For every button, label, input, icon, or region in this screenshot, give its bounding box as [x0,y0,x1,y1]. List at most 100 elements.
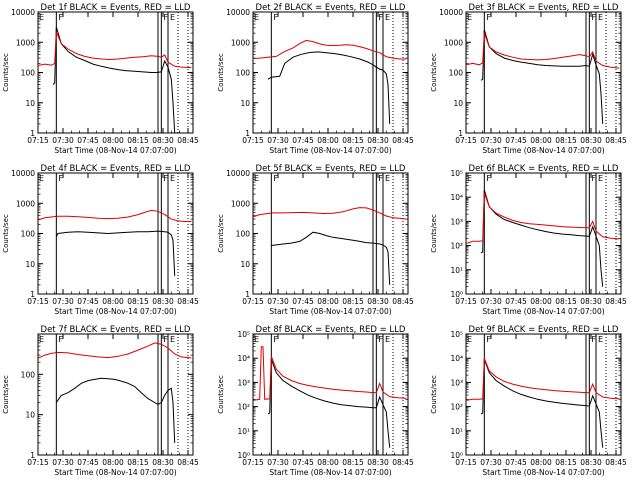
time-marker-label: F [58,174,63,183]
y-tick-label: 10¹ [450,266,463,275]
x-tick-label: 08:45 [605,458,627,467]
panel-title: Det 8f BLACK = Events, RED = LLD [256,325,406,335]
y-tick-label: 1 [30,451,35,460]
time-marker-label: F [163,13,168,22]
x-tick-label: 08:00 [530,458,552,467]
panel-det-5f: Det 5f BLACK = Events, RED = LLD 1 10 100 10… [217,164,414,316]
x-tick-label: 07:15 [27,458,49,467]
time-marker-label: F [273,13,278,22]
x-tick-label: 08:30 [152,297,174,306]
x-tick-label: 08:15 [555,297,577,306]
x-tick-label: 08:45 [605,297,627,306]
y-tick-label: 10⁰ [450,290,463,299]
panel-det-7f: Det 7f BLACK = Events, RED = LLD 1 10 100 Co… [2,325,199,477]
x-tick-label: 07:30 [480,297,502,306]
y-tick-label: 1000 [16,38,35,47]
y-tick-label: 10⁴ [450,354,463,363]
panel-title: Det 1f BLACK = Events, RED = LLD [41,3,191,13]
x-tick-label: 08:30 [367,136,389,145]
y-tick-label: 10³ [237,378,250,387]
x-tick-label: 08:00 [317,458,339,467]
x-tick-label: 08:45 [605,136,627,145]
time-marker-label: F [486,13,491,22]
x-tick-label: 08:00 [317,136,339,145]
x-tick-label: 08:45 [177,458,199,467]
y-tick-label: 10000 [11,169,35,178]
plot-frame [465,333,622,456]
time-marker-label: F [378,13,383,22]
x-tick-label: 08:15 [342,297,364,306]
panel-det-6f: Det 6f BLACK = Events, RED = LLD 10⁰ 10¹ 10… [430,164,627,316]
series-events [52,26,176,133]
time-marker-label: F [273,335,278,344]
y-tick-label: 100 [449,69,464,78]
time-marker-label: E [39,335,44,344]
series-lld [253,207,407,220]
time-marker-label: F [273,174,278,183]
series-events [271,231,391,285]
y-axis-label: Counts/sec [217,53,225,92]
series-events [267,51,391,124]
x-tick-label: 08:15 [342,458,364,467]
time-marker-label: E [170,335,175,344]
time-marker-label: E [254,335,259,344]
x-tick-label: 07:15 [455,136,477,145]
x-tick-label: 08:45 [392,458,414,467]
y-tick-label: 1 [245,290,250,299]
y-tick-label: 10 [25,99,35,108]
time-marker-label: F [591,335,596,344]
y-axis-label: Counts/sec [2,53,10,92]
x-tick-label: 08:30 [580,136,602,145]
time-marker-label: F [486,335,491,344]
x-tick-label: 08:30 [152,136,174,145]
y-tick-label: 100 [236,230,251,239]
x-axis-label: Start Time (08-Nov-14 07:07:00) [482,146,604,155]
series-lld [38,209,192,222]
panel-det-1f: Det 1f BLACK = Events, RED = LLD 1 10 100 10… [2,3,199,155]
time-marker-label: E [467,335,472,344]
x-tick-label: 07:30 [480,136,502,145]
time-marker-label: F [591,174,596,183]
x-axis-label: Start Time (08-Nov-14 07:07:00) [482,468,604,477]
y-tick-label: 10000 [439,8,463,17]
y-tick-label: 10 [25,260,35,269]
time-marker-label: E [467,174,472,183]
x-tick-label: 07:30 [52,297,74,306]
y-tick-label: 10 [25,411,35,420]
x-tick-label: 07:15 [27,297,49,306]
x-axis-label: Start Time (08-Nov-14 07:07:00) [269,307,391,316]
series-lld [466,192,620,245]
y-tick-label: 10³ [450,378,463,387]
series-events [55,377,176,443]
x-tick-label: 08:00 [530,136,552,145]
y-tick-label: 10² [450,242,463,251]
panel-title: Det 7f BLACK = Events, RED = LLD [41,325,191,335]
time-marker-label: F [58,13,63,22]
x-tick-label: 08:30 [367,458,389,467]
x-tick-label: 07:45 [292,136,314,145]
time-marker-label: E [598,13,603,22]
y-tick-label: 1 [30,290,35,299]
y-axis-label: Counts/sec [430,375,438,414]
y-tick-label: 1 [458,129,463,138]
x-tick-label: 08:45 [177,297,199,306]
panel-det-4f: Det 4f BLACK = Events, RED = LLD 1 10 100 10… [2,164,199,316]
series-lld [38,342,192,359]
y-tick-label: 1000 [231,199,250,208]
x-tick-label: 07:15 [242,458,264,467]
x-axis-label: Start Time (08-Nov-14 07:07:00) [482,307,604,316]
x-tick-label: 07:30 [267,136,289,145]
series-events [267,359,391,448]
time-marker-label: F [163,335,168,344]
series-events [480,189,604,287]
panel-title: Det 4f BLACK = Events, RED = LLD [41,164,191,174]
plot-frame [252,172,409,295]
x-tick-label: 07:45 [77,136,99,145]
time-marker-label: E [170,174,175,183]
series-events [55,230,176,276]
y-tick-label: 10² [450,403,463,412]
y-tick-label: 10⁵ [237,330,250,339]
x-tick-label: 07:15 [455,458,477,467]
y-tick-label: 10⁰ [450,451,463,460]
